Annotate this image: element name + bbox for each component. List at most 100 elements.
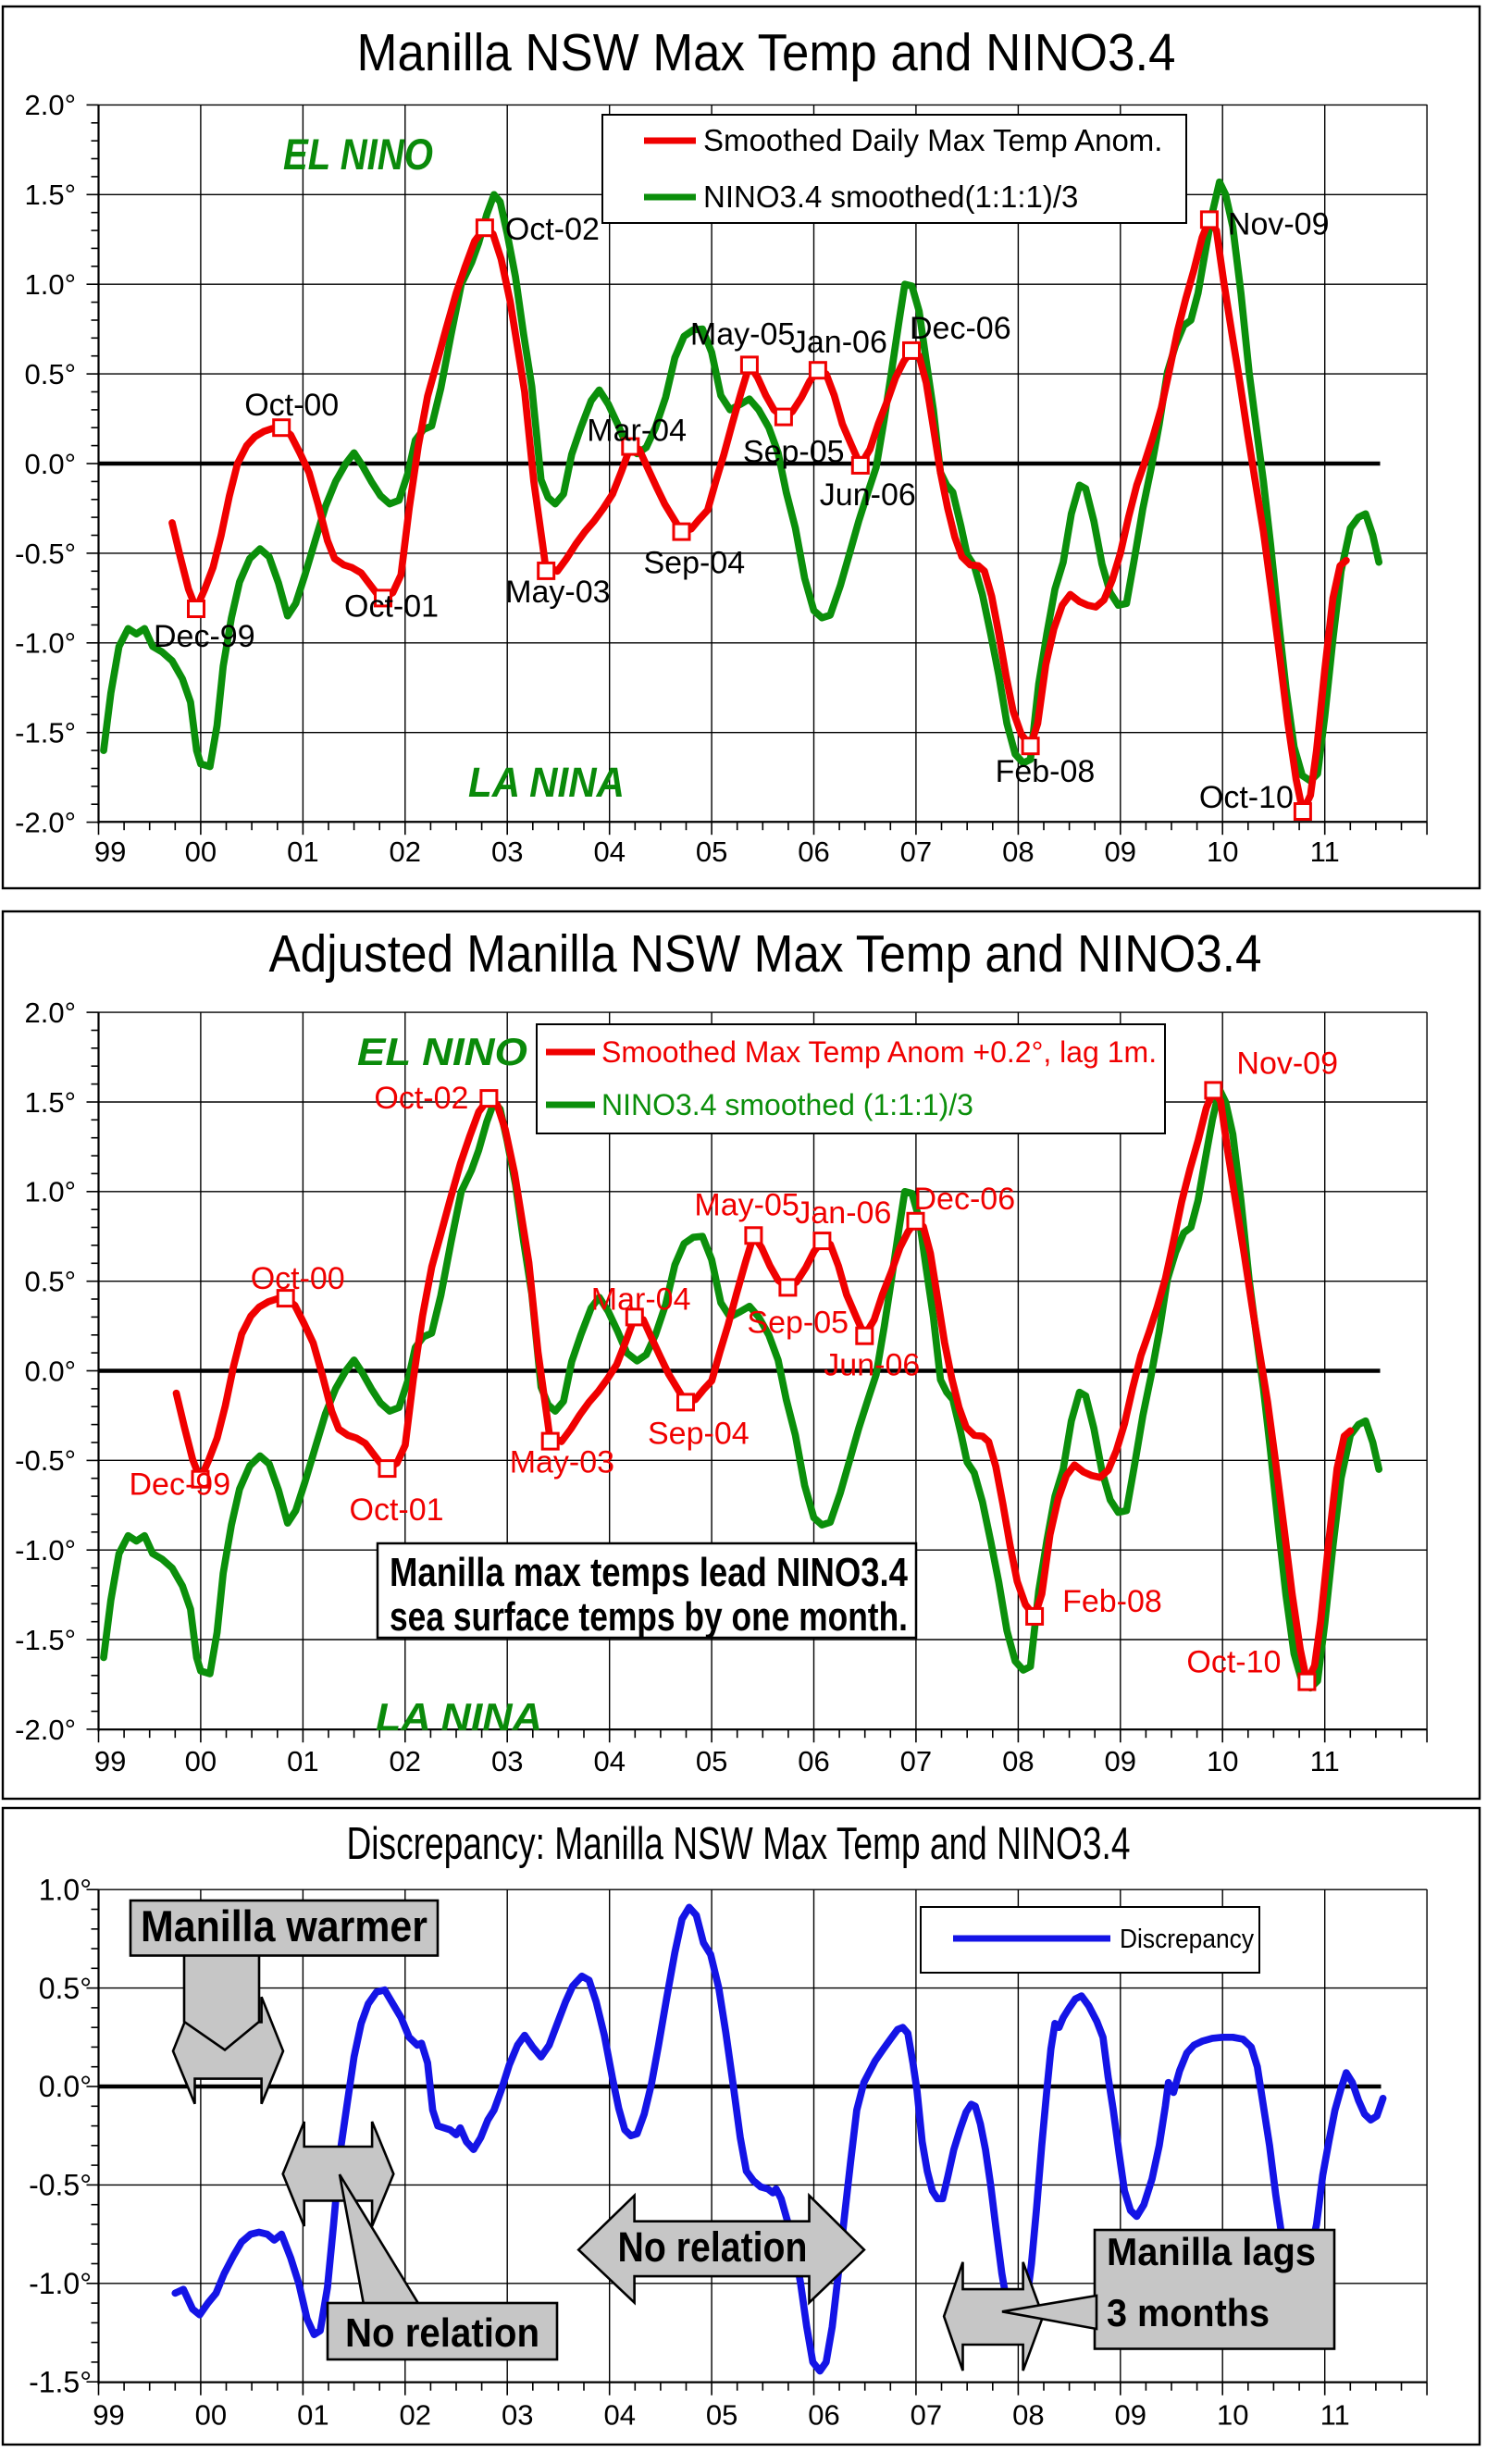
svg-text:LA NINA: LA NINA: [468, 759, 625, 806]
svg-text:03: 03: [502, 2398, 533, 2431]
svg-text:sea surface temps by one month: sea surface temps by one month.: [390, 1594, 908, 1640]
svg-text:-1.0°: -1.0°: [29, 2267, 92, 2300]
svg-text:03: 03: [491, 1745, 523, 1777]
svg-text:0.0°: 0.0°: [39, 2070, 92, 2103]
svg-text:1.0°: 1.0°: [39, 1873, 92, 1906]
svg-text:May-03: May-03: [505, 575, 610, 610]
svg-text:06: 06: [808, 2398, 839, 2431]
svg-text:May-03: May-03: [510, 1445, 614, 1480]
svg-text:-1.5°: -1.5°: [29, 2365, 92, 2398]
svg-text:07: 07: [900, 1745, 932, 1777]
svg-text:Nov-09: Nov-09: [1228, 206, 1330, 241]
svg-text:Smoothed Daily Max Temp Anom.: Smoothed Daily Max Temp Anom.: [703, 123, 1162, 157]
svg-text:NINO3.4 smoothed (1:1:1)/3: NINO3.4 smoothed (1:1:1)/3: [601, 1088, 973, 1121]
svg-text:Jun-06: Jun-06: [824, 1348, 920, 1383]
svg-text:99: 99: [94, 1745, 126, 1777]
svg-text:Oct-01: Oct-01: [344, 588, 439, 624]
svg-text:1.0°: 1.0°: [25, 268, 77, 301]
svg-text:Sep-04: Sep-04: [648, 1416, 750, 1451]
svg-text:Jan-06: Jan-06: [795, 1195, 891, 1231]
svg-text:01: 01: [287, 836, 318, 868]
svg-text:08: 08: [1012, 2398, 1044, 2431]
svg-text:-0.5°: -0.5°: [15, 1444, 76, 1477]
svg-text:Sep-05: Sep-05: [747, 1305, 849, 1340]
svg-text:0.0°: 0.0°: [25, 448, 77, 480]
svg-text:11: 11: [1310, 836, 1340, 868]
svg-text:Discrepancy: Manilla NSW Max T: Discrepancy: Manilla NSW Max Temp and NI…: [347, 1819, 1131, 1869]
svg-text:06: 06: [798, 836, 829, 868]
svg-text:05: 05: [696, 836, 727, 868]
svg-text:-1.0°: -1.0°: [15, 627, 76, 660]
svg-text:LA NINA: LA NINA: [376, 1695, 542, 1739]
svg-text:05: 05: [696, 1745, 727, 1777]
svg-text:Adjusted Manilla NSW Max Temp: Adjusted Manilla NSW Max Temp and NINO3.…: [269, 924, 1262, 984]
svg-text:-1.5°: -1.5°: [15, 1624, 76, 1656]
svg-text:-2.0°: -2.0°: [15, 1714, 76, 1746]
svg-text:No relation: No relation: [345, 2310, 539, 2356]
svg-text:99: 99: [94, 836, 126, 868]
svg-text:0.5°: 0.5°: [25, 358, 77, 390]
svg-text:Mar-04: Mar-04: [587, 414, 687, 449]
svg-text:Manilla lags: Manilla lags: [1107, 2230, 1316, 2273]
svg-text:May-05: May-05: [690, 316, 795, 352]
svg-text:00: 00: [185, 836, 217, 868]
svg-text:09: 09: [1105, 836, 1136, 868]
svg-text:11: 11: [1320, 2398, 1350, 2431]
svg-text:Sep-05: Sep-05: [743, 435, 845, 470]
svg-text:-1.5°: -1.5°: [15, 717, 76, 749]
svg-text:Dec-99: Dec-99: [154, 619, 255, 654]
svg-text:Jun-06: Jun-06: [820, 477, 916, 513]
svg-text:1.5°: 1.5°: [25, 179, 77, 211]
svg-text:02: 02: [400, 2398, 431, 2431]
svg-text:10: 10: [1207, 836, 1238, 868]
svg-text:May-05: May-05: [694, 1187, 799, 1222]
svg-text:-2.0°: -2.0°: [15, 807, 76, 839]
svg-text:-1.0°: -1.0°: [15, 1534, 76, 1566]
svg-text:Dec-06: Dec-06: [914, 1182, 1016, 1217]
svg-text:10: 10: [1207, 1745, 1238, 1777]
svg-text:00: 00: [195, 2398, 227, 2431]
svg-text:Smoothed Max Temp Anom +0.2°,: Smoothed Max Temp Anom +0.2°, lag 1m.: [601, 1035, 1157, 1069]
svg-text:No relation: No relation: [618, 2223, 808, 2271]
svg-text:0.5°: 0.5°: [39, 1972, 92, 2005]
svg-text:02: 02: [390, 836, 421, 868]
svg-text:11: 11: [1310, 1745, 1340, 1777]
svg-text:Oct-00: Oct-00: [244, 388, 339, 423]
svg-text:0.0°: 0.0°: [25, 1355, 77, 1387]
svg-text:-0.5°: -0.5°: [15, 538, 76, 570]
svg-text:09: 09: [1105, 1745, 1136, 1777]
svg-text:Feb-08: Feb-08: [996, 754, 1096, 789]
svg-text:02: 02: [390, 1745, 421, 1777]
svg-text:Mar-04: Mar-04: [591, 1282, 691, 1317]
svg-text:Oct-10: Oct-10: [1186, 1645, 1281, 1680]
svg-text:EL NINO: EL NINO: [283, 130, 433, 179]
svg-text:00: 00: [185, 1745, 217, 1777]
svg-text:01: 01: [297, 2398, 328, 2431]
svg-text:NINO3.4 smoothed(1:1:1)/3: NINO3.4 smoothed(1:1:1)/3: [703, 180, 1078, 214]
svg-text:03: 03: [491, 836, 523, 868]
svg-text:04: 04: [593, 1745, 625, 1777]
svg-text:Oct-02: Oct-02: [374, 1081, 468, 1116]
svg-text:01: 01: [287, 1745, 318, 1777]
svg-text:Oct-02: Oct-02: [505, 212, 600, 247]
svg-text:2.0°: 2.0°: [25, 89, 77, 121]
svg-text:Discrepancy: Discrepancy: [1120, 1925, 1254, 1954]
svg-text:Sep-04: Sep-04: [644, 546, 746, 581]
svg-text:08: 08: [1002, 836, 1034, 868]
svg-text:07: 07: [911, 2398, 942, 2431]
svg-text:Oct-00: Oct-00: [251, 1261, 345, 1296]
svg-text:99: 99: [93, 2398, 124, 2431]
svg-text:1.0°: 1.0°: [25, 1176, 77, 1208]
svg-text:Manilla max temps lead NINO3.4: Manilla max temps lead NINO3.4: [390, 1550, 908, 1595]
svg-text:06: 06: [798, 1745, 829, 1777]
svg-text:Jan-06: Jan-06: [791, 325, 887, 360]
svg-text:3 months: 3 months: [1107, 2291, 1270, 2334]
svg-text:04: 04: [603, 2398, 635, 2431]
svg-text:Nov-09: Nov-09: [1236, 1046, 1338, 1081]
svg-text:09: 09: [1115, 2398, 1146, 2431]
svg-text:04: 04: [593, 836, 625, 868]
svg-text:10: 10: [1217, 2398, 1248, 2431]
svg-text:Oct-10: Oct-10: [1199, 780, 1294, 815]
svg-text:0.5°: 0.5°: [25, 1266, 77, 1298]
svg-text:08: 08: [1002, 1745, 1034, 1777]
